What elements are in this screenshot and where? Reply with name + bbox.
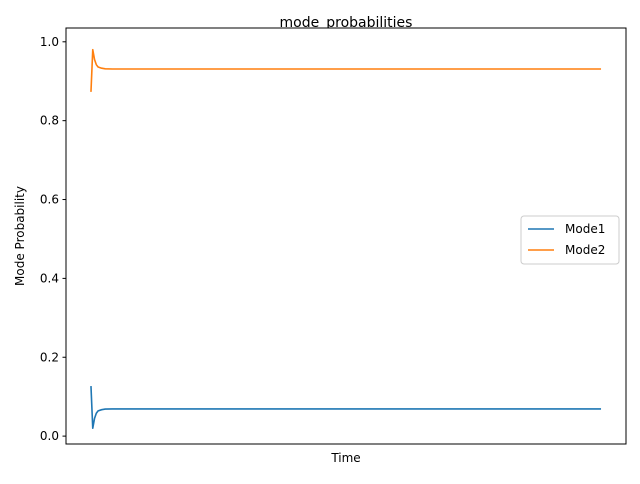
legend: Mode1 Mode2: [520, 215, 620, 265]
x-axis-label: Time: [330, 451, 360, 465]
series-line-mode1: [90, 386, 602, 430]
legend-box: [520, 215, 620, 265]
y-tick-label: 1.0: [40, 35, 59, 49]
series-line-mode2: [90, 48, 602, 92]
y-axis: 0.0 0.2 0.4 0.6 0.8 1.0: [40, 35, 66, 443]
y-tick-label: 0.6: [40, 193, 59, 207]
legend-label-mode2: Mode2: [565, 243, 605, 257]
chart-title: mode_probabilities: [280, 15, 413, 31]
y-tick-label: 0.8: [40, 114, 59, 128]
y-tick-label: 0.2: [40, 350, 59, 364]
legend-label-mode1: Mode1: [565, 222, 605, 236]
y-tick-label: 0.4: [40, 271, 59, 285]
y-tick-label: 0.0: [40, 429, 59, 443]
y-axis-label: Mode Probability: [13, 186, 27, 286]
series-layer: [90, 48, 602, 430]
